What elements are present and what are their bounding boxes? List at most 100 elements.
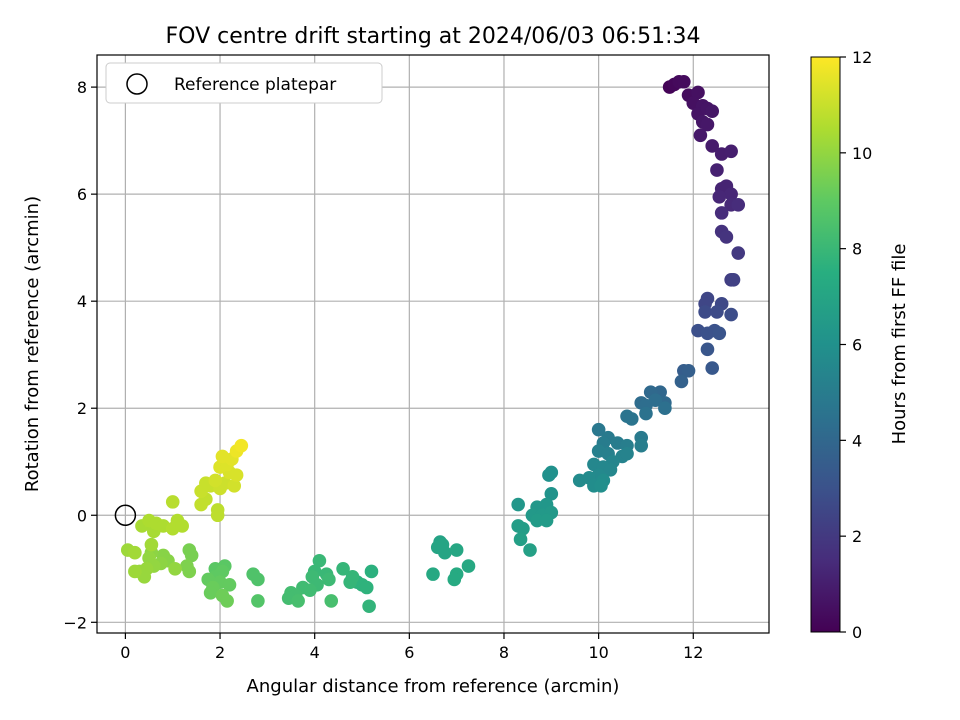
y-axis-label: Rotation from reference (arcmin) <box>22 196 43 492</box>
data-point <box>710 163 724 177</box>
data-point <box>336 561 350 576</box>
data-point <box>591 422 606 437</box>
x-tick-label: 2 <box>215 643 225 662</box>
data-point <box>447 572 462 587</box>
data-point <box>203 586 218 600</box>
data-point <box>658 401 672 416</box>
x-axis-ticks: 0 2 4 6 8 10 12 <box>120 633 703 662</box>
data-point <box>530 513 544 528</box>
data-point <box>594 479 608 493</box>
data-point <box>523 543 537 557</box>
x-tick-label: 4 <box>310 643 320 662</box>
colorbar-tick-label: 10 <box>852 144 872 163</box>
data-point <box>724 144 738 159</box>
x-tick-label: 0 <box>120 643 130 662</box>
data-point <box>128 564 142 579</box>
data-point <box>542 468 556 482</box>
data-point <box>714 206 729 220</box>
colorbar-tick-label: 0 <box>852 623 862 642</box>
data-point <box>726 272 741 287</box>
colorbar-label: Hours from first FF file <box>889 244 910 445</box>
colorbar: 0 2 4 6 8 10 12 Hours from first FF file <box>810 48 910 642</box>
data-point <box>312 553 327 568</box>
x-tick-label: 10 <box>588 643 608 662</box>
data-point <box>128 545 142 560</box>
data-points <box>114 74 746 614</box>
y-axis-ticks: −2 0 2 4 6 8 <box>63 78 97 632</box>
data-point <box>648 393 663 407</box>
data-point <box>513 532 528 547</box>
x-tick-label: 12 <box>683 643 703 662</box>
data-point <box>539 513 554 528</box>
x-axis-label: Angular distance from reference (arcmin) <box>247 676 620 697</box>
colorbar-gradient <box>810 56 841 633</box>
data-point <box>639 406 653 421</box>
data-point <box>572 473 587 488</box>
data-point <box>691 85 705 100</box>
data-point <box>251 594 265 608</box>
data-point <box>710 305 724 319</box>
data-point <box>603 462 618 477</box>
y-tick-label: 0 <box>77 506 87 525</box>
data-point <box>362 599 376 614</box>
data-point <box>222 578 237 592</box>
x-tick-label: 6 <box>404 643 414 662</box>
plot-frame <box>96 54 770 634</box>
data-point <box>208 473 223 488</box>
data-point <box>705 104 720 118</box>
colorbar-ticks: 0 2 4 6 8 10 12 <box>840 48 872 642</box>
data-point <box>210 503 225 517</box>
data-point <box>168 561 182 576</box>
data-point <box>724 307 738 322</box>
data-point <box>700 342 715 357</box>
data-point <box>693 128 708 143</box>
data-point <box>461 559 476 573</box>
y-tick-label: 2 <box>77 399 87 418</box>
data-point <box>220 594 234 608</box>
colorbar-tick-label: 8 <box>852 240 862 259</box>
data-point <box>359 580 374 595</box>
data-point <box>438 545 452 560</box>
data-point <box>724 187 738 201</box>
data-point <box>700 117 715 132</box>
x-tick-label: 8 <box>499 643 509 662</box>
data-point <box>712 326 727 341</box>
data-point <box>698 305 712 319</box>
data-point <box>511 497 525 512</box>
data-point <box>624 412 639 426</box>
data-point <box>677 74 691 89</box>
data-point <box>731 198 746 212</box>
legend-box <box>105 62 383 104</box>
legend-entry-reference-platepar: Reference platepar <box>174 75 336 95</box>
data-point <box>516 521 530 536</box>
data-point <box>705 361 720 375</box>
data-point <box>291 594 305 608</box>
data-point <box>175 519 189 533</box>
y-tick-label: 6 <box>77 185 87 204</box>
y-tick-label: 8 <box>77 78 87 97</box>
data-point <box>165 495 180 509</box>
data-point <box>426 567 440 581</box>
data-point <box>303 583 317 597</box>
legend-marker-reference <box>126 73 148 95</box>
data-point <box>184 548 199 563</box>
data-point <box>182 564 197 579</box>
data-point <box>343 575 357 589</box>
data-point <box>322 572 336 587</box>
data-point <box>544 487 559 501</box>
data-point <box>620 446 634 461</box>
data-point <box>634 438 649 453</box>
colorbar-tick-label: 6 <box>852 336 862 355</box>
data-point <box>681 363 696 378</box>
reference-platepar-marker <box>114 504 137 527</box>
y-tick-label: −2 <box>63 613 87 632</box>
data-point <box>144 537 159 552</box>
data-point <box>324 594 339 608</box>
colorbar-tick-label: 12 <box>852 48 872 67</box>
y-tick-label: 4 <box>77 292 87 311</box>
data-point <box>674 374 689 389</box>
data-point <box>719 230 734 244</box>
data-point <box>731 246 746 260</box>
data-point <box>712 190 727 204</box>
